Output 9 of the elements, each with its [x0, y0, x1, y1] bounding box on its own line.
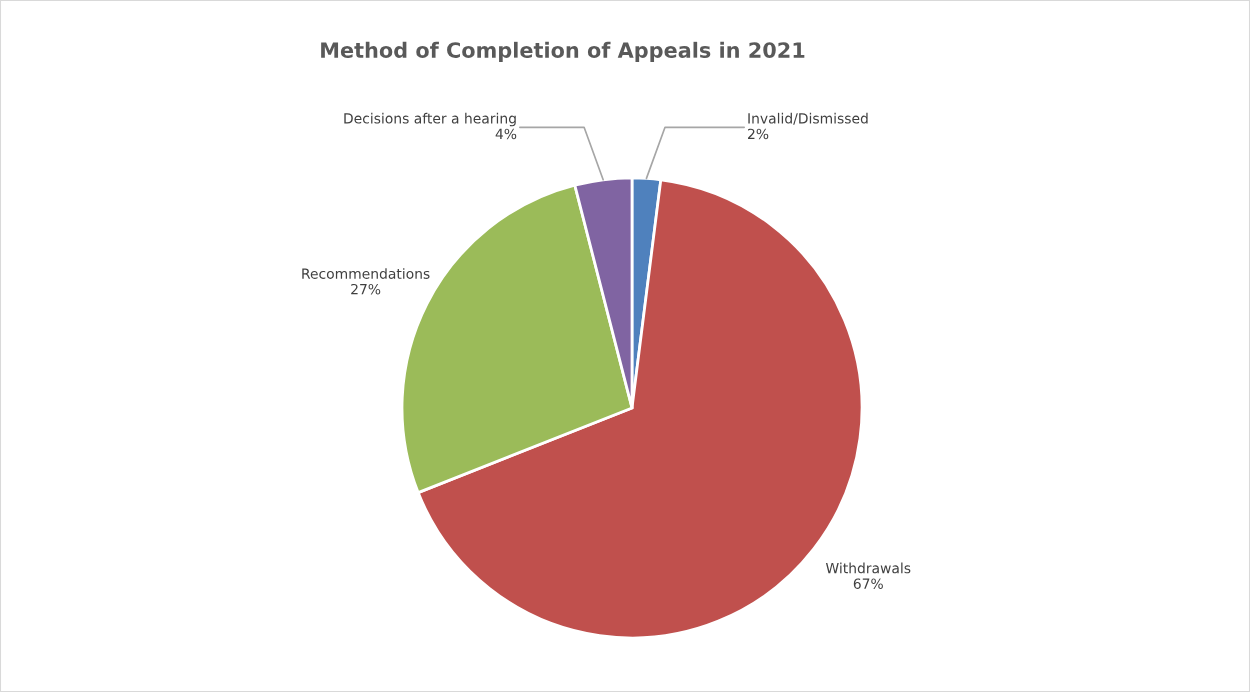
- data-label: 2%: [748, 128, 769, 140]
- slice-label: Withdrawals: [825, 562, 911, 574]
- slice-label: Invalid/Dismissed: [748, 112, 868, 125]
- data-label: 4%: [495, 128, 517, 140]
- slice-label: Recommendations: [302, 268, 430, 279]
- data-label: 67%: [853, 578, 883, 589]
- chart-title: Method of Completion of Appeals in 2021: [321, 41, 805, 62]
- slice-label: Decisions after a hearing: [344, 112, 516, 127]
- data-label: 27%: [351, 283, 381, 295]
